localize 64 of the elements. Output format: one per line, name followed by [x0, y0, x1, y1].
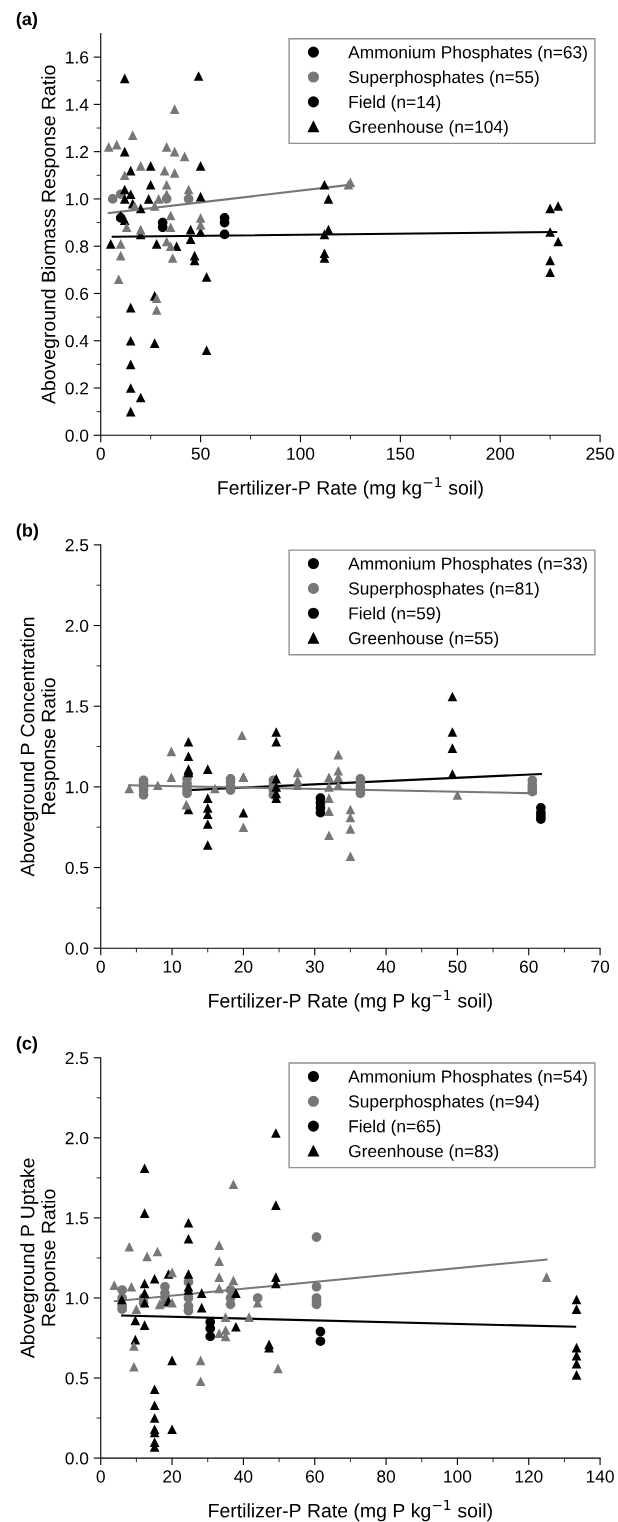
- x-tick-label: 120: [515, 1470, 543, 1483]
- y-tick-label: 1.0: [66, 781, 89, 794]
- y-tick-label: 2.0: [65, 619, 89, 632]
- legend-label: Ammonium Phosphates (n=63): [348, 45, 587, 62]
- x-tick-label: 20: [234, 960, 253, 973]
- y-tick-label: 0.4: [65, 334, 89, 348]
- x-tick-label: 140: [586, 1470, 614, 1483]
- annotation: Field (n=14): [349, 95, 441, 112]
- x-tick-label: 20: [163, 1470, 182, 1483]
- x-tick-label: 40: [234, 1470, 253, 1483]
- annotation: Field (n=65): [349, 1119, 441, 1136]
- x-tick-label: 250: [586, 447, 614, 460]
- y-tick-label: 1.2: [66, 145, 89, 158]
- y-tick-label: 0.0: [65, 429, 89, 442]
- legend-label: Superphosphates (n=55): [348, 70, 539, 87]
- chart-title: (a): [16, 12, 38, 29]
- y-tick-label: 1.6: [66, 51, 89, 64]
- x-tick-label: 100: [287, 447, 315, 460]
- legend-label: Greenhouse (n=104): [349, 120, 508, 137]
- x-tick-label: 80: [377, 1470, 396, 1483]
- x-axis-title: Fertilizer-P Rate (mg kg$^{−1}$ soil): [218, 477, 483, 499]
- y-tick-label: 2.0: [65, 1132, 89, 1145]
- chart-title: (b): [16, 523, 38, 541]
- x-tick-label: 70: [591, 960, 610, 973]
- y-tick-label: 0.6: [65, 287, 89, 300]
- annotation: Field (n=59): [349, 606, 441, 623]
- y-tick-label: 0.0: [65, 942, 89, 955]
- x-axis-title: Fertilizer-P Rate (mg P kg$^{−1}$ soil): [209, 1499, 492, 1522]
- x-tick-label: 50: [191, 447, 210, 460]
- legend-label: Greenhouse (n=55): [349, 631, 499, 648]
- y-tick-label: 0.5: [65, 861, 89, 874]
- legend-label: Ammonium Phosphates (n=54): [348, 1069, 587, 1087]
- x-tick-label: 150: [387, 447, 415, 460]
- x-tick-label: 40: [376, 960, 396, 973]
- x-tick-label: 100: [444, 1470, 472, 1483]
- y-tick-label: 2.5: [65, 539, 89, 552]
- x-axis-title: Fertilizer-P Rate (mg P kg$^{−1}$ soil): [209, 990, 492, 1012]
- y-axis-title: Aboveground Biomass Response Ratio: [41, 65, 60, 405]
- y-tick-label: 1.5: [66, 700, 89, 713]
- y-tick-label: 1.0: [66, 1292, 89, 1305]
- y-axis-title: Aboveground P Concentration Response Ratio: [20, 617, 60, 877]
- y-tick-label: 2.5: [65, 1051, 89, 1065]
- x-tick-label: 50: [448, 960, 467, 973]
- x-tick-label: 10: [163, 960, 182, 973]
- y-axis-title: Aboveground P Uptake Response Ratio: [20, 1158, 60, 1359]
- legend-label: Greenhouse (n=83): [349, 1144, 499, 1161]
- chart-title: (c): [16, 1036, 38, 1054]
- y-tick-label: 0.5: [65, 1372, 89, 1385]
- legend-label: Superphosphates (n=81): [348, 581, 539, 599]
- y-tick-label: 0.2: [65, 382, 89, 395]
- y-tick-label: 1.4: [66, 98, 89, 111]
- x-tick-label: 30: [305, 960, 324, 973]
- y-tick-label: 1.0: [66, 193, 89, 206]
- legend-label: Ammonium Phosphates (n=33): [348, 557, 587, 574]
- x-tick-label: 0: [96, 447, 105, 460]
- y-tick-label: 0.8: [65, 240, 89, 253]
- x-tick-label: 60: [305, 1470, 324, 1483]
- x-tick-label: 0: [96, 1470, 105, 1483]
- y-tick-label: 1.5: [66, 1212, 89, 1225]
- legend-label: Superphosphates (n=94): [348, 1094, 539, 1111]
- y-tick-label: 0.0: [65, 1452, 89, 1465]
- x-tick-label: 200: [486, 447, 515, 460]
- x-tick-label: 0: [96, 960, 105, 973]
- x-tick-label: 60: [519, 960, 538, 973]
